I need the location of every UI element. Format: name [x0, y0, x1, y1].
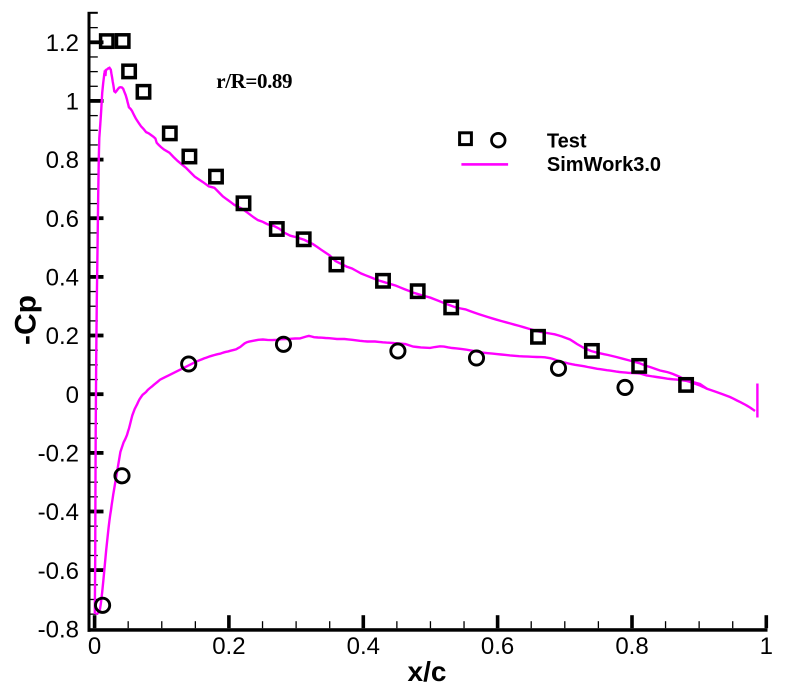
- svg-text:-0.4: -0.4: [38, 499, 79, 526]
- svg-text:0.8: 0.8: [615, 633, 648, 660]
- svg-text:0.2: 0.2: [212, 633, 245, 660]
- svg-text:SimWork3.0: SimWork3.0: [547, 154, 661, 176]
- svg-text:-Cp: -Cp: [10, 295, 43, 345]
- svg-text:r/R=0.89: r/R=0.89: [216, 69, 292, 93]
- svg-text:0.4: 0.4: [347, 633, 380, 660]
- svg-text:Test: Test: [547, 130, 587, 152]
- svg-text:1: 1: [760, 633, 773, 660]
- svg-text:0.6: 0.6: [481, 633, 514, 660]
- svg-text:0.4: 0.4: [46, 265, 79, 292]
- svg-text:-0.6: -0.6: [38, 558, 79, 585]
- svg-text:1: 1: [66, 89, 79, 116]
- svg-text:-0.2: -0.2: [38, 441, 79, 468]
- svg-text:x/c: x/c: [408, 656, 447, 687]
- svg-text:0: 0: [88, 633, 101, 660]
- svg-text:0: 0: [66, 382, 79, 409]
- svg-text:1.2: 1.2: [46, 30, 79, 57]
- svg-text:0.2: 0.2: [46, 323, 79, 350]
- svg-text:-0.8: -0.8: [38, 616, 79, 643]
- svg-text:0.6: 0.6: [46, 206, 79, 233]
- svg-text:0.8: 0.8: [46, 147, 79, 174]
